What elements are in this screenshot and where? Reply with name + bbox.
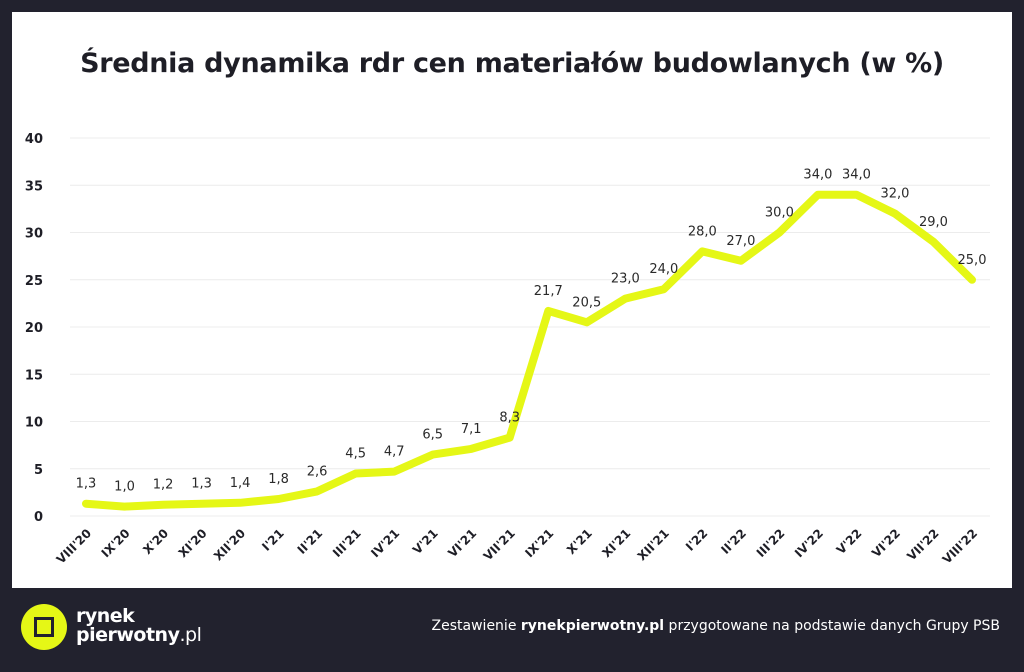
series-line-group [82,190,976,511]
data-label: 32,0 [880,187,909,202]
x-tick-label: VII'22 [904,526,941,563]
x-tick-label: II'21 [295,526,326,557]
data-label: 1,3 [76,477,97,492]
data-label: 1,8 [268,472,289,487]
x-tick-label: IV'22 [792,526,826,560]
x-tick-label: VIII'22 [940,526,980,566]
data-label: 6,5 [422,428,443,443]
x-tick-label: XII'20 [211,526,248,563]
x-tick-label: X'20 [140,526,171,557]
logo-line2: pierwotny [76,624,180,646]
logo-icon [21,604,67,650]
data-label: 4,7 [384,445,405,460]
source-credit: Zestawienie rynekpierwotny.pl przygotowa… [432,618,1000,634]
credit-brand: rynekpierwotny.pl [520,618,665,634]
x-tick-label: IX'20 [99,526,133,560]
data-label: 34,0 [803,168,832,183]
data-label: 21,7 [534,284,563,299]
data-labels: 1,3 1,0 1,2 1,3 1,4 1,8 2,6 4,5 4,7 6,5 7,1 8,3 21,7… [76,168,987,495]
x-tick-label: IV'21 [368,526,402,560]
data-label: 8,3 [499,411,520,426]
x-tick-label: III'21 [330,526,364,560]
series-line [82,190,976,511]
logo-line1: rynek [76,605,135,627]
x-tick-label: VIII'20 [54,526,94,566]
x-tick-label: XI'20 [176,526,210,560]
data-label: 34,0 [842,168,871,183]
data-label: 1,0 [114,480,135,495]
x-tick-label: X'21 [564,526,595,557]
line-chart: 0 5 10 15 20 25 30 35 40 1,3 1,0 1,2 1,3 1,4 1,8 2,6 4,… [25,132,990,567]
data-label: 23,0 [611,272,640,287]
x-tick-label: XII'21 [635,526,672,563]
data-label: 29,0 [919,215,948,230]
data-label: 1,4 [230,476,251,491]
logo-tld: .pl [179,624,202,646]
y-axis: 0 5 10 15 20 25 30 35 40 [25,132,43,525]
x-tick-label: V'22 [834,526,865,557]
x-tick-label: I'22 [683,526,710,553]
y-tick-label: 40 [25,132,43,147]
chart-title: Średnia dynamika rdr cen materiałów budo… [80,48,944,79]
x-tick-label: III'22 [754,526,788,560]
y-tick-label: 10 [25,416,43,431]
x-tick-label: I'21 [259,526,286,553]
logo-text: rynek pierwotny.pl [76,605,202,646]
data-label: 1,3 [191,477,212,492]
chart-card: Średnia dynamika rdr cen materiałów budo… [12,12,1012,588]
x-axis: VIII'20 IX'20 X'20 XI'20 XII'20 I'21 II'21 III'… [54,526,980,566]
data-label: 1,2 [153,478,174,493]
data-label: 20,5 [572,295,601,310]
data-label: 28,0 [688,224,717,239]
data-label: 27,0 [726,234,755,249]
data-label: 2,6 [307,464,328,479]
y-tick-label: 0 [34,510,43,525]
x-tick-label: V'21 [410,526,441,557]
data-label: 30,0 [765,206,794,221]
data-label: 25,0 [958,253,987,268]
x-tick-label: VII'21 [481,526,518,563]
data-label: 7,1 [461,422,482,437]
x-tick-label: XI'21 [599,526,633,560]
credit-before: Zestawienie [431,618,521,634]
x-tick-label: IX'21 [522,526,556,560]
y-tick-label: 15 [25,368,43,383]
y-tick-label: 30 [25,227,43,242]
credit-after: przygotowane na podstawie danych Grupy P… [664,618,1000,634]
y-tick-label: 35 [25,179,43,194]
y-tick-label: 20 [25,321,43,336]
data-label: 24,0 [649,262,678,277]
grid-lines [70,137,990,517]
x-tick-label: VI'22 [869,526,903,560]
y-tick-label: 25 [25,274,43,289]
y-tick-label: 5 [34,463,43,478]
x-tick-label: VI'21 [445,526,479,560]
x-tick-label: II'22 [718,526,749,557]
footer: rynek pierwotny.pl Zestawienie rynekpier… [0,588,1024,672]
data-label: 4,5 [345,446,366,461]
